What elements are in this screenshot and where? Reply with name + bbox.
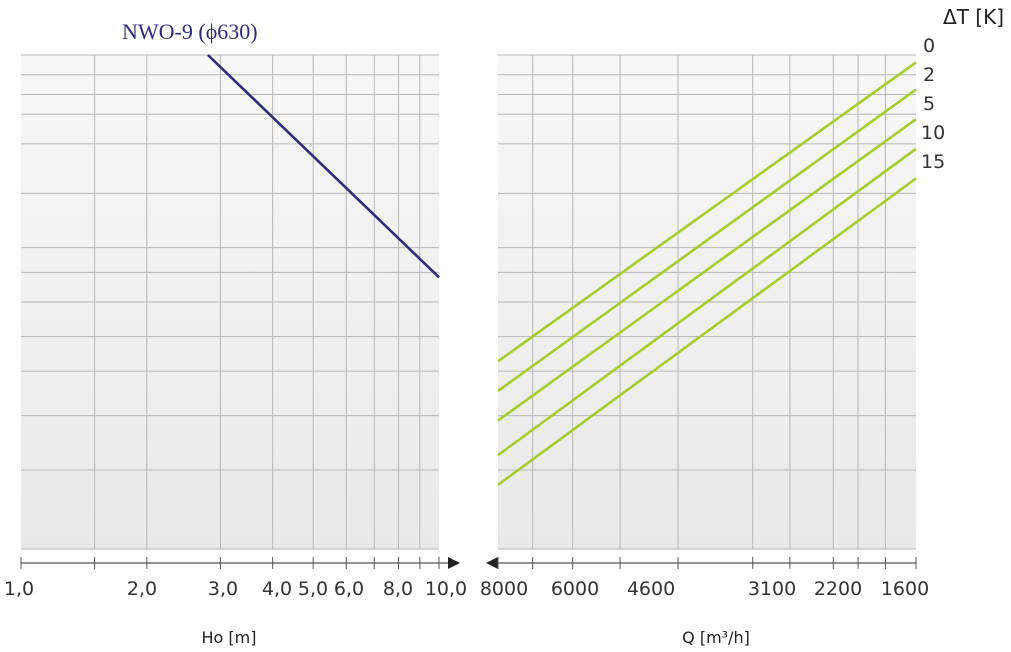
axis-ticks — [20, 557, 917, 569]
series-lines — [207, 54, 917, 486]
right-tick-label-1: 8000 — [480, 578, 528, 600]
left-tick-label-5: 5,0 — [298, 578, 328, 600]
series-label-0: 0 — [923, 35, 935, 57]
right-series-line-dt-10 — [497, 147, 917, 457]
tick-labels: 1,0 2,0 3,0 4,0 5,0 6,0 8,0 10,0 8000 60… — [4, 578, 929, 647]
left-axis-arrow — [448, 557, 460, 569]
right-tick-label-3: 4600 — [627, 578, 675, 600]
left-tick-label-6: 6,0 — [334, 578, 364, 600]
left-tick-label-3: 3,0 — [208, 578, 238, 600]
left-tick-label-2: 2,0 — [127, 578, 157, 600]
series-labels: 0 2 5 10 15 — [921, 35, 945, 173]
right-axis-title: Q [m³/h] — [682, 628, 750, 647]
right-series-line-dt-15 — [497, 177, 917, 486]
right-tick-label-4: 3100 — [748, 578, 796, 600]
chart-title: NWO-9 (ϕ630) — [122, 19, 258, 44]
left-tick-label-7: 8,0 — [383, 578, 413, 600]
left-axis-title: Ho [m] — [202, 628, 257, 647]
left-tick-label-8: 10,0 — [425, 578, 467, 600]
x-axes — [21, 557, 916, 569]
right-series-line-dt-0 — [497, 61, 917, 363]
right-series-line-dt-2 — [497, 88, 917, 392]
left-tick-label-1: 1,0 — [4, 578, 34, 600]
series-label-2: 2 — [923, 64, 935, 86]
right-series-line-dt-5 — [497, 118, 917, 422]
legend-title: ΔT [K] — [943, 5, 1004, 29]
right-axis-arrow — [486, 557, 498, 569]
series-label-10: 10 — [921, 122, 945, 144]
right-tick-label-6: 1600 — [881, 578, 929, 600]
right-tick-label-5: 2200 — [814, 578, 862, 600]
left-series-line-0 — [207, 54, 440, 279]
grid-lines — [21, 54, 916, 550]
left-tick-label-4: 4,0 — [262, 578, 292, 600]
right-tick-label-2: 6000 — [551, 578, 599, 600]
series-label-5: 5 — [923, 93, 935, 115]
series-label-15: 15 — [921, 151, 945, 173]
